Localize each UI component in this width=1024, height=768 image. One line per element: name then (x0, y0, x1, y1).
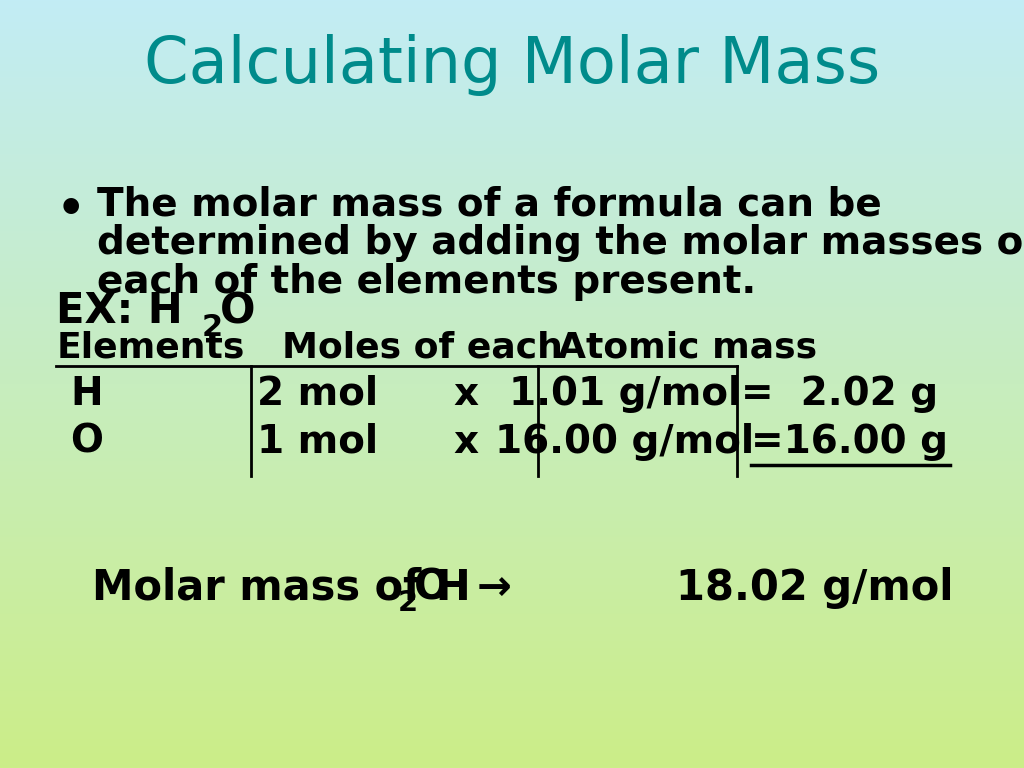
Text: •: • (56, 188, 85, 231)
Text: each of the elements present.: each of the elements present. (97, 263, 757, 300)
Text: Elements: Elements (56, 330, 245, 364)
Text: Atomic mass: Atomic mass (558, 330, 817, 364)
Text: x: x (454, 422, 478, 461)
Text: Moles of each: Moles of each (282, 330, 562, 364)
Text: 1.01 g/mol: 1.01 g/mol (509, 375, 740, 413)
Text: The molar mass of a formula can be: The molar mass of a formula can be (97, 186, 882, 223)
Text: 16.00 g/mol: 16.00 g/mol (495, 422, 755, 461)
Text: O: O (71, 422, 103, 461)
Text: 2: 2 (397, 589, 418, 617)
Text: 2 mol: 2 mol (257, 375, 378, 413)
Text: Calculating Molar Mass: Calculating Molar Mass (144, 35, 880, 96)
Text: 1 mol: 1 mol (257, 422, 378, 461)
Text: determined by adding the molar masses of: determined by adding the molar masses of (97, 224, 1024, 262)
Text: =16.00 g: =16.00 g (751, 422, 947, 461)
Text: =  2.02 g: = 2.02 g (741, 375, 938, 413)
Text: EX: H: EX: H (56, 290, 183, 332)
Text: 2: 2 (202, 313, 223, 343)
Text: Molar mass of H: Molar mass of H (92, 567, 471, 608)
Text: x: x (454, 375, 478, 413)
Text: 18.02 g/mol: 18.02 g/mol (676, 567, 953, 608)
Text: O: O (220, 290, 256, 332)
Text: O: O (414, 567, 450, 608)
Text: →: → (476, 567, 511, 608)
Text: H: H (71, 375, 103, 413)
